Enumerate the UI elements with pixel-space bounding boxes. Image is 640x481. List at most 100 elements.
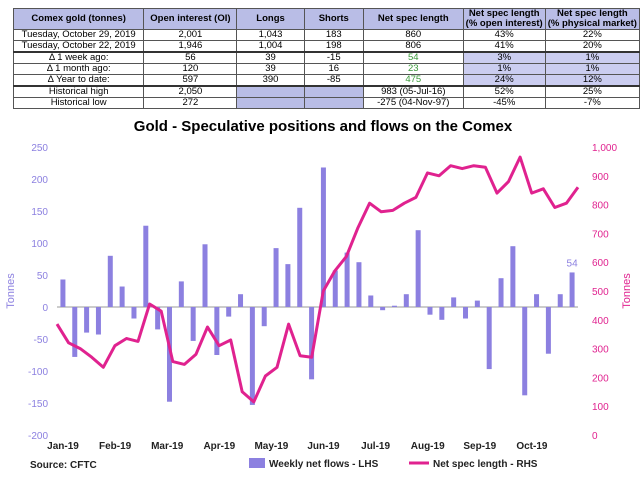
bar [155,307,161,330]
bar [60,279,66,307]
y2-tick-label: 600 [592,258,609,269]
y-tick-label: -50 [34,335,49,346]
bar [238,294,244,307]
bar [320,167,326,307]
bar [534,294,540,307]
y-axis-title: Tonnes [5,273,17,309]
bar [249,307,255,405]
row-label: Historical low [12,97,145,109]
bar [510,246,516,307]
bar [309,307,315,380]
table-header-cell: Net spec length (% physical market) [544,8,640,30]
bar [190,307,196,341]
y-tick-label: -100 [28,367,48,378]
bar [415,230,421,307]
y2-tick-label: 700 [592,229,609,240]
table-row: Tuesday, October 22, 2019 1,946 1,004 198 80… [12,40,640,53]
y2-tick-label: 100 [592,402,609,413]
bar [368,295,374,307]
x-tick-label: Aug-19 [411,441,445,452]
bar [107,255,113,307]
bar [545,307,551,354]
table-cell: 16 [303,63,364,75]
table-header-cell: Net spec length [362,8,464,30]
bar [261,307,267,327]
x-tick-label: Sep-19 [463,441,496,452]
x-tick-label: Jan-19 [47,441,79,452]
table-cell: 1% [544,63,640,75]
table-header-cell: Net spec length (% open interest) [462,8,546,30]
x-tick-label: Jun-19 [307,441,340,452]
bar [84,307,90,333]
bar [463,307,469,319]
x-tick-label: Oct-19 [516,441,548,452]
bar [297,207,303,307]
x-tick-label: Feb-19 [99,441,132,452]
table-cell: 43% [462,29,546,41]
y-tick-label: 0 [42,303,48,314]
table-row: Δ 1 week ago: 56 39 -15 54 3% 1% [12,51,640,64]
table-cell: 120 [143,63,238,75]
row-label: Tuesday, October 29, 2019 [12,29,145,41]
bar [569,272,575,307]
bar [95,307,101,335]
y2-tick-label: 500 [592,287,609,298]
positions-table: Comex gold (tonnes) Open interest (OI) Lon… [12,8,640,109]
bar [498,278,504,307]
bar [178,281,184,307]
y2-axis-title: Tonnes [621,273,633,309]
chart-title: Gold - Speculative positions and flows o… [134,118,513,135]
bar [166,307,172,402]
net-spec-line [55,155,580,404]
bar [557,294,563,307]
y2-tick-label: 1,000 [592,143,617,154]
y2-tick-label: 0 [592,431,598,442]
table-row: Historical low 272 -275 (04-Nov-97) -45% -7% [12,97,640,109]
table-cell: -45% [462,97,546,109]
legend-label-bars: Weekly net flows - LHS [269,459,379,470]
y-tick-label: 100 [31,239,48,250]
bar [439,307,445,320]
table-cell: 22% [544,29,640,41]
bar [273,248,279,307]
x-tick-label: Mar-19 [151,441,184,452]
y-tick-label: 250 [31,143,48,154]
bar [356,262,362,307]
y2-tick-label: 800 [592,201,609,212]
y-tick-label: -200 [28,431,48,442]
x-tick-label: Jul-19 [361,441,390,452]
y-tick-label: -150 [28,399,48,410]
bar [380,307,386,311]
legend-swatch-bars [249,458,265,468]
bar [131,307,137,319]
bar [285,264,291,307]
x-tick-label: May-19 [254,441,288,452]
bar [72,307,78,357]
table-header-cell: Open interest (OI) [143,8,238,30]
bar [451,297,457,307]
y-tick-label: 50 [37,271,49,282]
table-row: Δ 1 month ago: 120 39 16 23 1% 1% [12,63,640,75]
table-row: Historical high 2,050 983 (05-Jul-16) 52% 25… [12,85,640,98]
bar [226,307,232,317]
bar [214,307,220,355]
source-note: Source: CFTC [30,460,97,471]
table-cell [236,97,305,109]
bar [403,294,409,307]
table-header-cell: Comex gold (tonnes) [12,8,145,30]
bar [522,307,528,396]
y-tick-label: 200 [31,175,48,186]
table-cell: 272 [143,97,238,109]
bar [143,225,149,307]
table-cell: 1% [462,63,546,75]
bar [332,270,338,307]
table-cell: -7% [544,97,640,109]
y2-tick-label: 300 [592,345,609,356]
bar [202,244,208,307]
x-tick-label: Apr-19 [203,441,235,452]
legend-label-line: Net spec length - RHS [433,459,538,470]
data-label: 54 [567,258,579,269]
y-tick-label: 150 [31,207,48,218]
bar [427,307,433,315]
